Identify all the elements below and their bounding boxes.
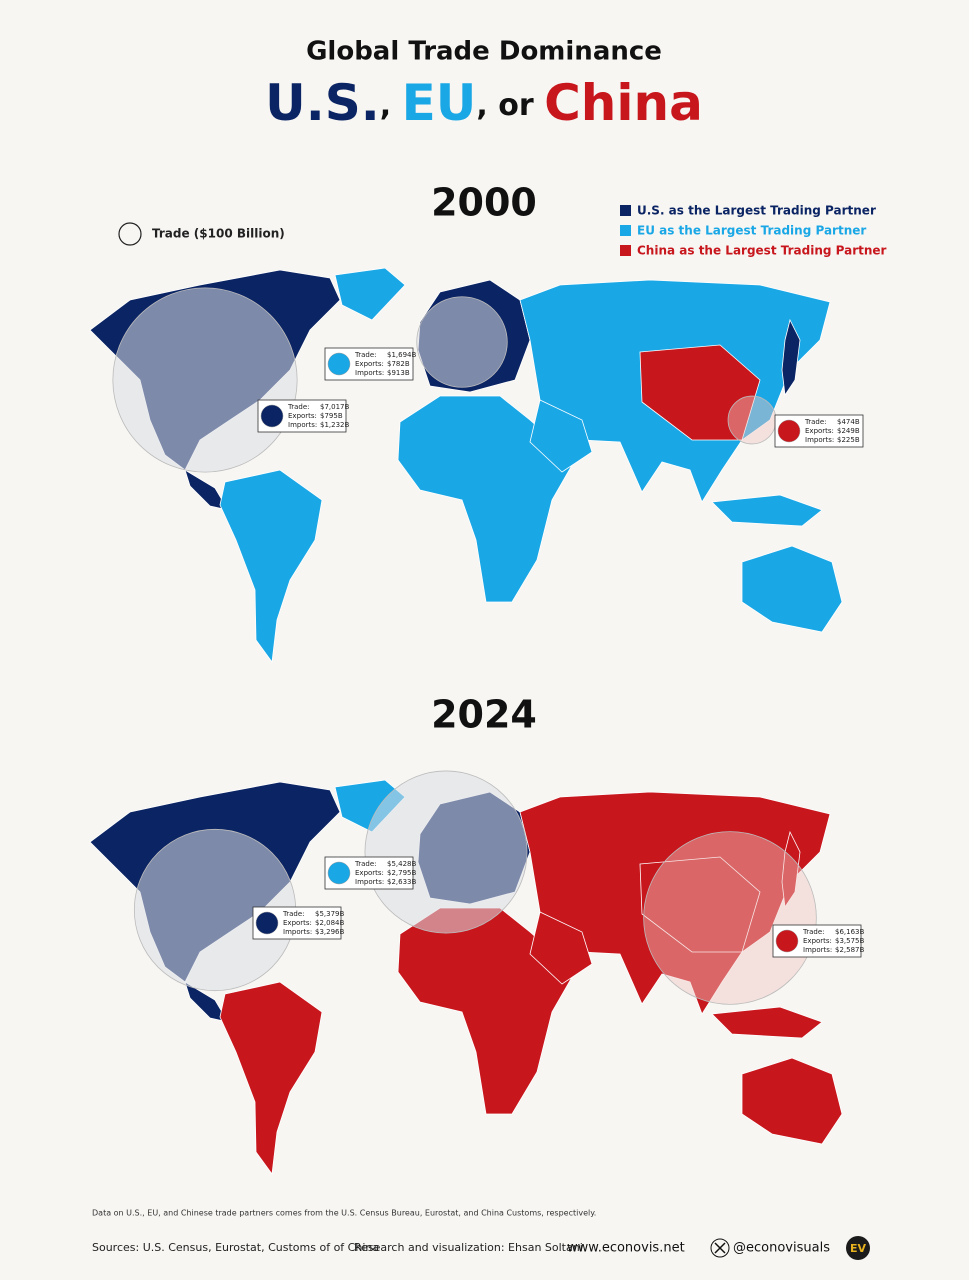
flag-icon	[255, 911, 279, 935]
region	[219, 469, 323, 664]
subtitle-word: China	[544, 74, 703, 132]
year-label: 2024	[431, 693, 537, 737]
info-field-value: $5,379B	[315, 910, 344, 918]
info-field-label: Exports:	[803, 937, 832, 945]
handle: @econovisuals	[733, 1241, 830, 1256]
subtitle-word: U.S.	[265, 74, 380, 132]
info-field-label: Imports:	[805, 436, 834, 444]
region	[711, 494, 823, 527]
info-field-label: Imports:	[355, 369, 384, 377]
subtitle-separator: ,	[380, 88, 402, 123]
info-field-value: $2,633B	[387, 878, 416, 886]
region	[639, 344, 761, 441]
legend-label: EU as the Largest Trading Partner	[637, 224, 866, 238]
legend-swatch	[620, 205, 631, 216]
legend-swatch	[620, 245, 631, 256]
legend-swatch	[620, 225, 631, 236]
flag-icon	[327, 352, 351, 376]
legend-bubble-label: Trade ($100 Billion)	[152, 227, 285, 241]
region	[219, 981, 323, 1176]
info-field-label: Trade:	[282, 910, 305, 918]
region	[741, 545, 843, 633]
info-field-value: $2,795B	[387, 869, 416, 877]
subtitle-separator: , or	[476, 88, 544, 123]
logo-badge	[846, 1236, 870, 1260]
info-field-label: Exports:	[355, 360, 384, 368]
info-field-label: Exports:	[288, 412, 317, 420]
info-field-label: Exports:	[355, 869, 384, 877]
region	[184, 981, 229, 1023]
title: Global Trade Dominance	[306, 37, 662, 67]
info-field-value: $1,694B	[387, 351, 416, 359]
trade-bubble	[364, 770, 528, 934]
region	[781, 318, 801, 397]
flag-icon	[777, 419, 801, 443]
info-field-label: Imports:	[283, 928, 312, 936]
info-field-value: $474B	[837, 418, 860, 426]
info-field-value: $782B	[387, 360, 410, 368]
region	[741, 1057, 843, 1145]
info-field-label: Trade:	[804, 418, 827, 426]
trade-bubble	[727, 395, 777, 445]
region	[334, 267, 406, 321]
year-label: 2000	[431, 181, 537, 225]
info-field-label: Exports:	[805, 427, 834, 435]
region	[397, 395, 576, 603]
info-field-value: $3,575B	[835, 937, 864, 945]
flag-icon	[327, 861, 351, 885]
website: www.econovis.net	[567, 1241, 685, 1256]
info-field-value: $249B	[837, 427, 860, 435]
info-field-value: $2,084B	[315, 919, 344, 927]
trade-bubble	[416, 296, 508, 388]
info-field-value: $913B	[387, 369, 410, 377]
region	[184, 469, 229, 511]
x-icon	[710, 1238, 730, 1258]
info-field-value: $5,428B	[387, 860, 416, 868]
info-field-value: $6,163B	[835, 928, 864, 936]
info-field-label: Trade:	[354, 860, 377, 868]
info-field-label: Exports:	[283, 919, 312, 927]
info-field-label: Trade:	[354, 351, 377, 359]
x-icon-glyph	[714, 1242, 726, 1254]
trade-bubble	[643, 831, 817, 1005]
flag-icon	[260, 404, 284, 428]
info-field-label: Imports:	[355, 878, 384, 886]
info-field-label: Trade:	[287, 403, 310, 411]
credit: Research and visualization: Ehsan Soltan…	[354, 1241, 583, 1254]
region	[781, 830, 801, 909]
info-field-value: $3,296B	[315, 928, 344, 936]
subtitle-word: EU	[402, 74, 477, 132]
info-field-label: Trade:	[802, 928, 825, 936]
info-field-label: Imports:	[288, 421, 317, 429]
info-field-value: $2,587B	[835, 946, 864, 954]
region	[529, 399, 593, 473]
legend-label: China as the Largest Trading Partner	[637, 244, 887, 258]
info-field-value: $795B	[320, 412, 343, 420]
logo: EV	[850, 1242, 867, 1255]
sources: Sources: U.S. Census, Eurostat, Customs …	[92, 1241, 379, 1254]
info-field-label: Imports:	[803, 946, 832, 954]
subtitle: U.S., EU, or China	[265, 74, 703, 132]
region	[529, 911, 593, 985]
region	[711, 1006, 823, 1039]
trade-bubble	[112, 287, 298, 473]
footnote: Data on U.S., EU, and Chinese trade part…	[92, 1209, 596, 1218]
info-field-value: $1,232B	[320, 421, 349, 429]
legend-bubble	[118, 222, 142, 246]
legend-label: U.S. as the Largest Trading Partner	[637, 204, 876, 218]
info-field-value: $7,017B	[320, 403, 349, 411]
flag-icon	[775, 929, 799, 953]
info-field-value: $225B	[837, 436, 860, 444]
region	[639, 856, 761, 953]
region	[397, 907, 576, 1115]
